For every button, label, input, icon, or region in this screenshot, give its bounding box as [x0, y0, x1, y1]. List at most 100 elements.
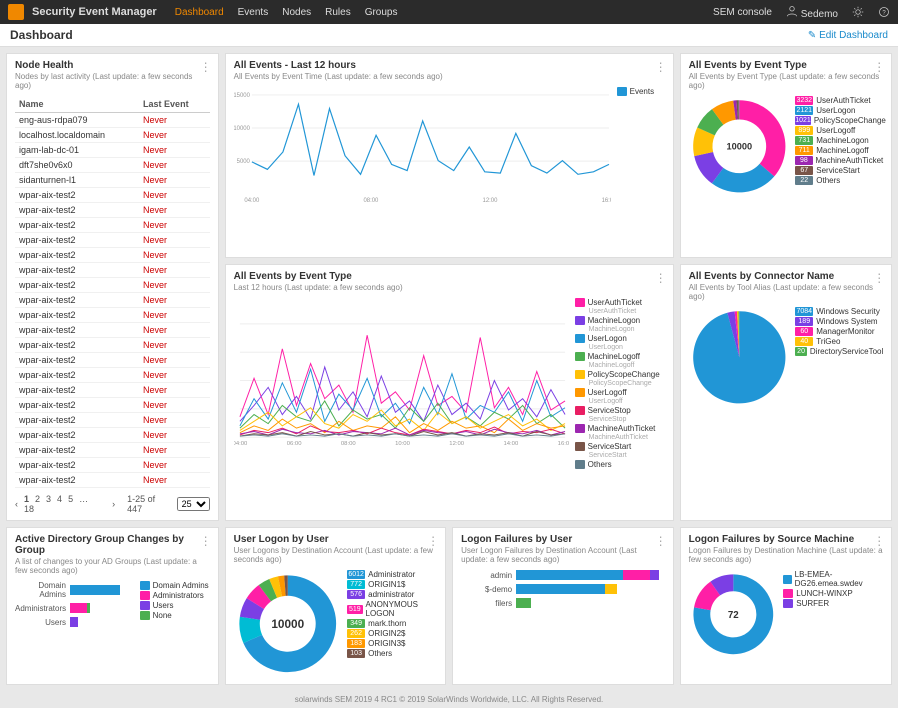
table-row[interactable]: wpar-aix-test2Never: [15, 353, 210, 368]
pager-page[interactable]: …: [79, 494, 88, 504]
table-row[interactable]: wpar-aix-test2Never: [15, 368, 210, 383]
page-size-select[interactable]: 25: [177, 497, 210, 511]
table-row[interactable]: wpar-aix-test2Never: [15, 323, 210, 338]
nav-nodes[interactable]: Nodes: [282, 7, 311, 18]
svg-text:?: ?: [882, 10, 886, 16]
console-link[interactable]: SEM console: [713, 7, 772, 18]
card-menu-icon[interactable]: ⋮: [200, 534, 212, 548]
card-title: User Logon by User: [234, 534, 438, 545]
help-icon[interactable]: ?: [878, 6, 890, 18]
card-menu-icon[interactable]: ⋮: [873, 271, 885, 285]
hbar-row: Administrators: [15, 603, 134, 613]
hbar-row: Users: [15, 617, 134, 627]
svg-text:12:00: 12:00: [449, 441, 464, 447]
hbar-chart: Domain Admins Administrators Users: [15, 581, 134, 631]
nav-events[interactable]: Events: [238, 7, 269, 18]
legend-item: UserLogoff: [575, 388, 665, 397]
pager-page[interactable]: 1: [24, 494, 29, 504]
nav-dashboard[interactable]: Dashboard: [175, 7, 224, 18]
table-row[interactable]: wpar-aix-test2Never: [15, 383, 210, 398]
col-lastevent[interactable]: Last Event: [139, 96, 210, 113]
table-row[interactable]: wpar-aix-test2Never: [15, 278, 210, 293]
pager-page[interactable]: 5: [68, 494, 73, 504]
card-title: All Events by Event Type: [234, 271, 665, 282]
card-menu-icon[interactable]: ⋮: [873, 60, 885, 74]
card-title: Logon Failures by Source Machine: [689, 534, 884, 545]
hbar-legend: Domain AdminsAdministratorsUsersNone: [140, 581, 210, 631]
table-row[interactable]: dft7she0v6x0Never: [15, 158, 210, 173]
pager-page[interactable]: 3: [46, 494, 51, 504]
legend-item: 3232UserAuthTicket: [795, 96, 883, 105]
card-menu-icon[interactable]: ⋮: [873, 534, 885, 548]
card-menu-icon[interactable]: ⋮: [427, 534, 439, 548]
svg-text:04:00: 04:00: [234, 441, 248, 447]
table-row[interactable]: wpar-aix-test2Never: [15, 398, 210, 413]
legend-item: LUNCH-WINXP: [783, 589, 883, 598]
svg-text:06:00: 06:00: [286, 441, 301, 447]
table-row[interactable]: wpar-aix-test2Never: [15, 218, 210, 233]
pager-next[interactable]: ›: [112, 499, 115, 509]
legend-item: LB-EMEA-DG26.emea.swdev: [783, 570, 883, 588]
table-row[interactable]: wpar-aix-test2Never: [15, 188, 210, 203]
table-row[interactable]: wpar-aix-test2Never: [15, 203, 210, 218]
nav-rules[interactable]: Rules: [325, 7, 351, 18]
legend-item: 899UserLogoff: [795, 126, 883, 135]
multi-line-chart: 04:0006:0008:0010:0012:0014:0016:00: [234, 298, 569, 470]
table-row[interactable]: wpar-aix-test2Never: [15, 443, 210, 458]
table-row[interactable]: wpar-aix-test2Never: [15, 413, 210, 428]
svg-text:14:00: 14:00: [503, 441, 518, 447]
table-row[interactable]: wpar-aix-test2Never: [15, 233, 210, 248]
pager-page[interactable]: 4: [57, 494, 62, 504]
card-subtitle: A list of changes to your AD Groups (Las…: [15, 557, 210, 575]
svg-text:5000: 5000: [236, 159, 250, 165]
card-subtitle: All Events by Event Time (Last update: a…: [234, 72, 665, 81]
table-row[interactable]: igam-lab-dc-01Never: [15, 143, 210, 158]
legend-item: Users: [140, 601, 210, 610]
pager-prev[interactable]: ‹: [15, 499, 18, 509]
table-row[interactable]: localhost.localdomainNever: [15, 128, 210, 143]
table-row[interactable]: sidanturnen-l1Never: [15, 173, 210, 188]
card-menu-icon[interactable]: ⋮: [655, 271, 667, 285]
table-row[interactable]: wpar-aix-test2Never: [15, 338, 210, 353]
table-row[interactable]: wpar-aix-test2Never: [15, 308, 210, 323]
node-table: NameLast Event eng-aus-rdpa079Neverlocal…: [15, 96, 210, 488]
pager: ‹ 12345…18 › 1-25 of 447 25: [15, 494, 210, 514]
table-row[interactable]: wpar-aix-test2Never: [15, 293, 210, 308]
svg-text:08:00: 08:00: [341, 441, 356, 447]
table-row[interactable]: wpar-aix-test2Never: [15, 428, 210, 443]
brand-icon: [8, 4, 24, 20]
legend-item: 349mark.thorn: [347, 619, 437, 628]
topbar: Security Event Manager Dashboard Events No…: [0, 0, 898, 24]
legend-item: UserAuthTicket: [575, 298, 665, 307]
card-subtitle: All Events by Event Type (Last update: a…: [689, 72, 884, 90]
donut-chart: 72: [689, 570, 778, 659]
card-menu-icon[interactable]: ⋮: [200, 60, 212, 74]
edit-dashboard-link[interactable]: ✎ Edit Dashboard: [808, 30, 888, 41]
table-row[interactable]: wpar-aix-test2Never: [15, 473, 210, 488]
col-name[interactable]: Name: [15, 96, 139, 113]
legend-item: 1021PolicyScopeChange: [795, 116, 883, 125]
pager-page[interactable]: 2: [35, 494, 40, 504]
app-title: Security Event Manager: [32, 6, 157, 18]
card-subtitle: User Logons by Destination Account (Last…: [234, 546, 438, 564]
pager-page[interactable]: 18: [24, 504, 34, 514]
svg-text:12:00: 12:00: [482, 198, 498, 204]
legend-item: 2121UserLogon: [795, 106, 883, 115]
card-subtitle: Logon Failures by Destination Machine (L…: [689, 546, 884, 564]
card-menu-icon[interactable]: ⋮: [655, 60, 667, 74]
legend-item: MachineLogoff: [575, 352, 665, 361]
table-row[interactable]: wpar-aix-test2Never: [15, 263, 210, 278]
table-row[interactable]: wpar-aix-test2Never: [15, 458, 210, 473]
nav-groups[interactable]: Groups: [365, 7, 398, 18]
table-row[interactable]: eng-aus-rdpa079Never: [15, 113, 210, 128]
user-menu[interactable]: Sedemo: [786, 5, 838, 20]
card-menu-icon[interactable]: ⋮: [655, 534, 667, 548]
table-row[interactable]: wpar-aix-test2Never: [15, 248, 210, 263]
pie-legend: 7084Windows Security189Windows System60M…: [795, 307, 883, 408]
gear-icon[interactable]: [852, 6, 864, 18]
legend-item: 183ORIGIN3$: [347, 639, 437, 648]
multi-legend: UserAuthTicketUserAuthTicketMachineLogon…: [575, 298, 665, 470]
subheader: Dashboard ✎ Edit Dashboard: [0, 24, 898, 47]
svg-text:10000: 10000: [234, 126, 251, 132]
hbar-row: Domain Admins: [15, 581, 134, 599]
